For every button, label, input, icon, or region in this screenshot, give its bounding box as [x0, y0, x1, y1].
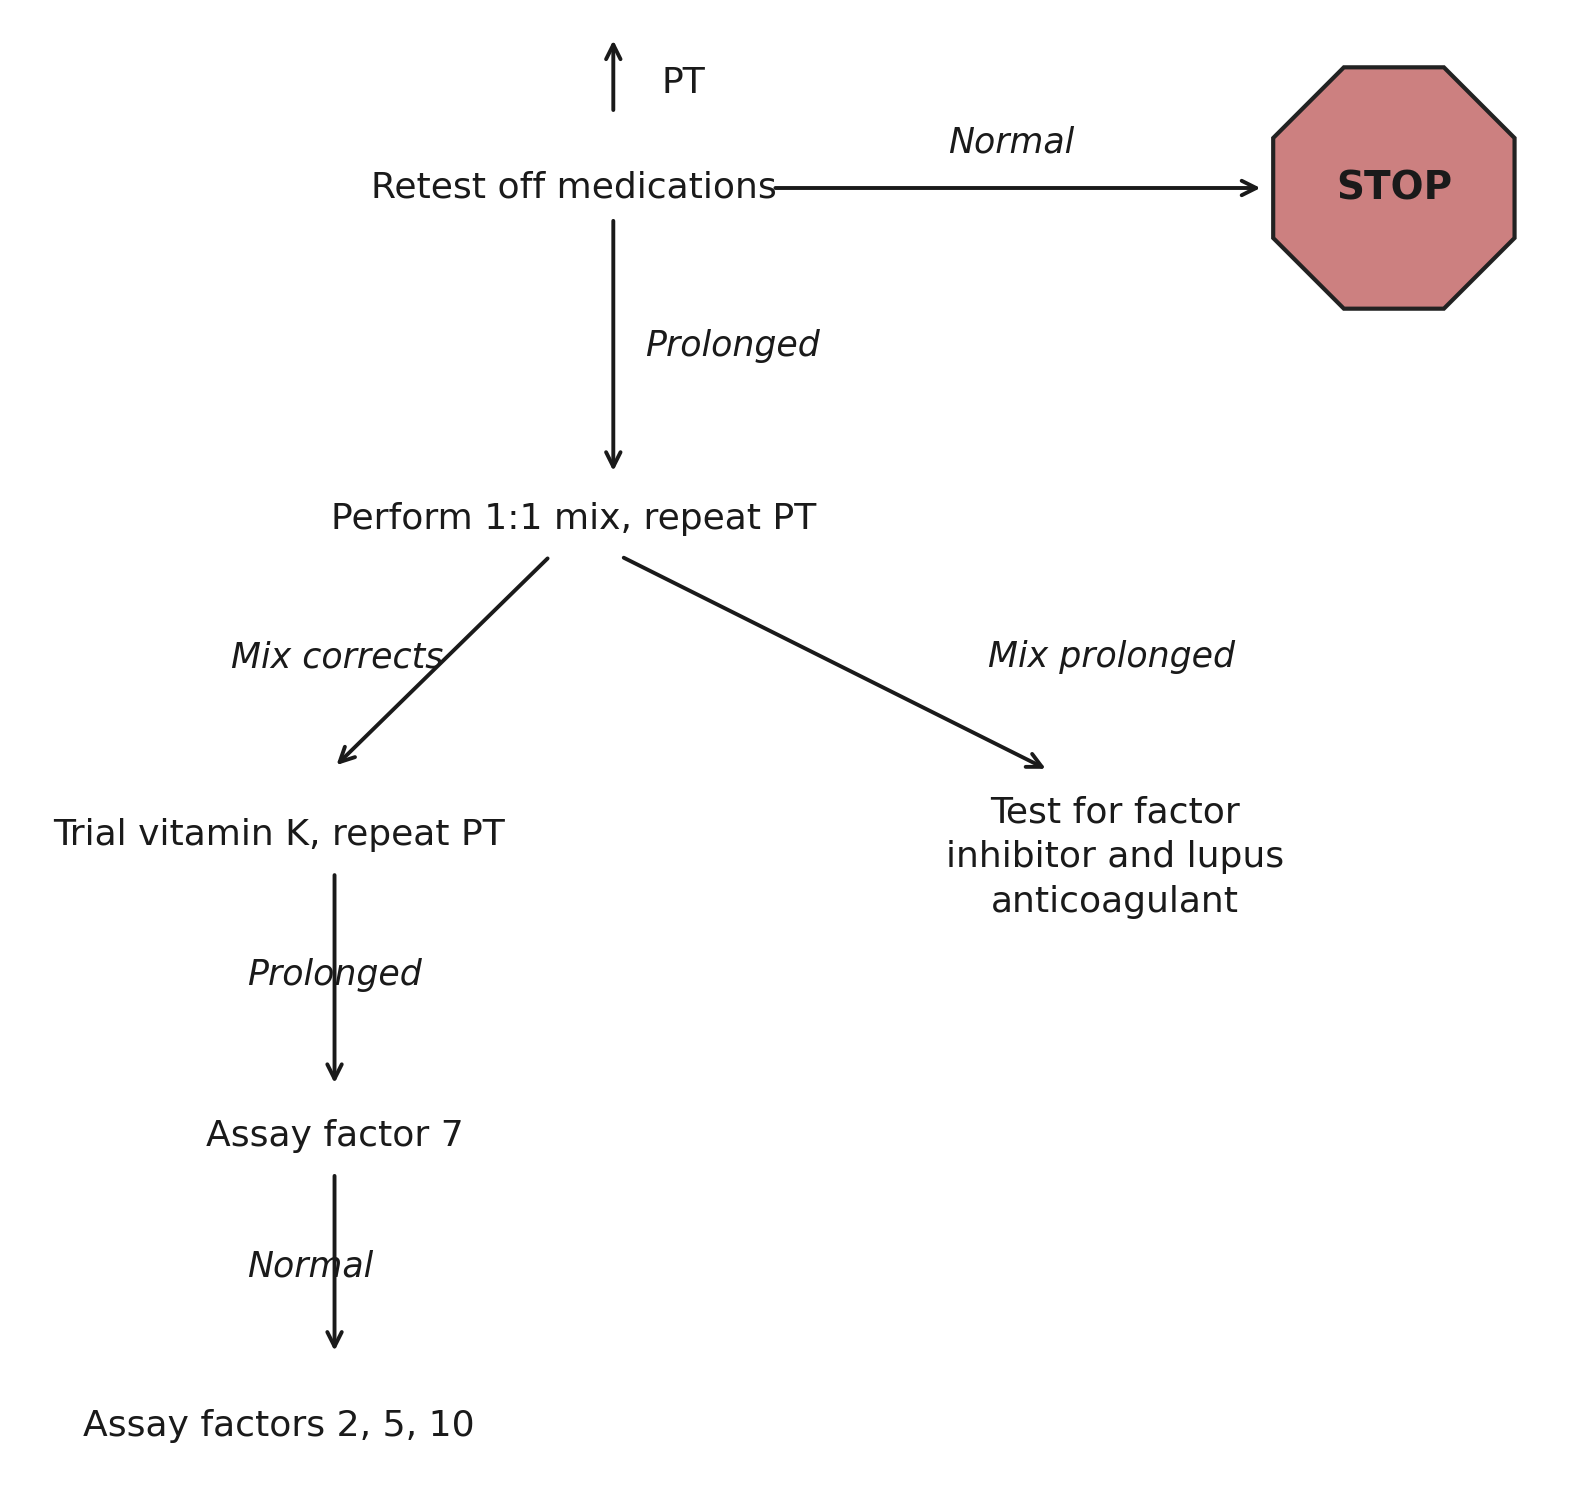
Text: Perform 1:1 mix, repeat PT: Perform 1:1 mix, repeat PT: [331, 502, 816, 535]
Text: Test for factor
inhibitor and lupus
anticoagulant: Test for factor inhibitor and lupus anti…: [946, 796, 1284, 919]
Text: Normal: Normal: [247, 1250, 373, 1283]
Text: Assay factors 2, 5, 10: Assay factors 2, 5, 10: [83, 1409, 475, 1442]
Text: STOP: STOP: [1337, 168, 1451, 208]
Text: Trial vitamin K, repeat PT: Trial vitamin K, repeat PT: [53, 818, 505, 851]
Text: Mix prolonged: Mix prolonged: [988, 641, 1235, 674]
Text: Mix corrects: Mix corrects: [231, 641, 443, 674]
Text: Assay factor 7: Assay factor 7: [205, 1119, 464, 1152]
Text: Normal: Normal: [948, 126, 1075, 159]
Text: Prolonged: Prolonged: [247, 958, 422, 991]
Text: PT: PT: [661, 66, 704, 99]
Polygon shape: [1273, 68, 1515, 308]
Text: Retest off medications: Retest off medications: [371, 171, 776, 205]
Text: Prolonged: Prolonged: [645, 329, 820, 362]
